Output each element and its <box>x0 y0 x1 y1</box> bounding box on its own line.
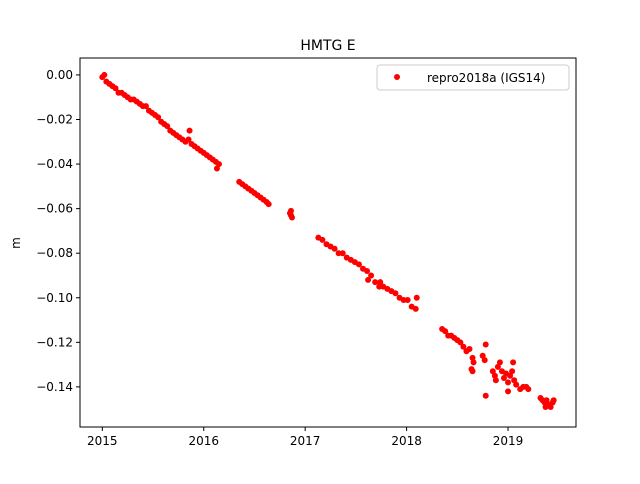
data-point <box>185 136 192 143</box>
data-point <box>509 368 516 375</box>
data-point <box>511 377 518 384</box>
legend: repro2018a (IGS14) <box>376 64 570 91</box>
data-point <box>101 71 108 78</box>
data-point <box>213 165 220 172</box>
data-point <box>331 245 338 252</box>
x-tick-label: 2016 <box>188 434 219 448</box>
data-point <box>287 207 294 214</box>
data-point <box>496 359 503 366</box>
data-point <box>505 379 512 386</box>
data-point <box>550 397 557 404</box>
data-point <box>469 368 476 375</box>
data-point <box>372 279 379 286</box>
x-tick-label: 2015 <box>87 434 118 448</box>
legend-label: repro2018a (IGS14) <box>427 71 545 85</box>
y-axis-label: m <box>9 237 23 249</box>
data-point <box>364 268 371 275</box>
x-axis-ticks: 2015 2016 2017 2018 2019 <box>87 427 523 448</box>
data-point <box>288 214 295 221</box>
data-point <box>500 374 507 381</box>
data-point <box>442 328 449 335</box>
data-point <box>482 392 489 399</box>
data-point <box>525 386 532 393</box>
data-point <box>368 272 375 279</box>
data-point <box>319 236 326 243</box>
data-point <box>510 359 517 366</box>
y-tick-label: 0.00 <box>46 68 73 82</box>
data-point <box>365 276 372 283</box>
data-point <box>505 388 512 395</box>
data-point <box>412 305 419 312</box>
data-point <box>543 397 550 404</box>
legend-marker <box>394 74 400 80</box>
chart-title: HMTG E <box>300 38 355 54</box>
data-point <box>513 381 520 388</box>
data-point <box>112 85 119 92</box>
y-tick-label: −0.14 <box>36 380 73 394</box>
x-tick-label: 2018 <box>391 434 422 448</box>
data-point <box>404 296 411 303</box>
data-point <box>164 123 171 130</box>
data-point <box>479 352 486 359</box>
x-tick-label: 2017 <box>290 434 321 448</box>
plot-frame <box>79 57 577 428</box>
data-point <box>547 403 554 410</box>
data-point <box>377 279 384 286</box>
y-tick-label: −0.10 <box>36 291 73 305</box>
data-point <box>355 261 362 268</box>
y-tick-label: −0.12 <box>36 335 73 349</box>
data-point <box>466 346 473 353</box>
y-tick-label: −0.08 <box>36 246 73 260</box>
data-point <box>142 103 149 110</box>
legend-box <box>376 64 570 91</box>
x-tick-label: 2019 <box>493 434 524 448</box>
data-point <box>413 294 420 301</box>
data-point <box>186 127 193 134</box>
data-point <box>494 363 501 370</box>
data-points <box>99 71 557 410</box>
data-point <box>542 403 549 410</box>
data-point <box>460 343 467 350</box>
data-point <box>482 341 489 348</box>
data-point <box>155 114 162 121</box>
y-axis-ticks: 0.00 −0.02 −0.04 −0.06 −0.08 −0.10 −0.12 −0.14 <box>36 68 80 394</box>
data-point <box>492 377 499 384</box>
data-point <box>265 201 272 208</box>
data-point <box>457 339 464 346</box>
data-point <box>470 359 477 366</box>
y-tick-label: −0.04 <box>36 157 73 171</box>
data-point <box>392 290 399 297</box>
data-point <box>507 372 514 379</box>
data-point <box>489 368 496 375</box>
y-tick-label: −0.02 <box>36 113 73 127</box>
y-tick-label: −0.06 <box>36 202 73 216</box>
data-point <box>339 250 346 257</box>
data-point <box>481 357 488 364</box>
data-point <box>215 161 222 168</box>
